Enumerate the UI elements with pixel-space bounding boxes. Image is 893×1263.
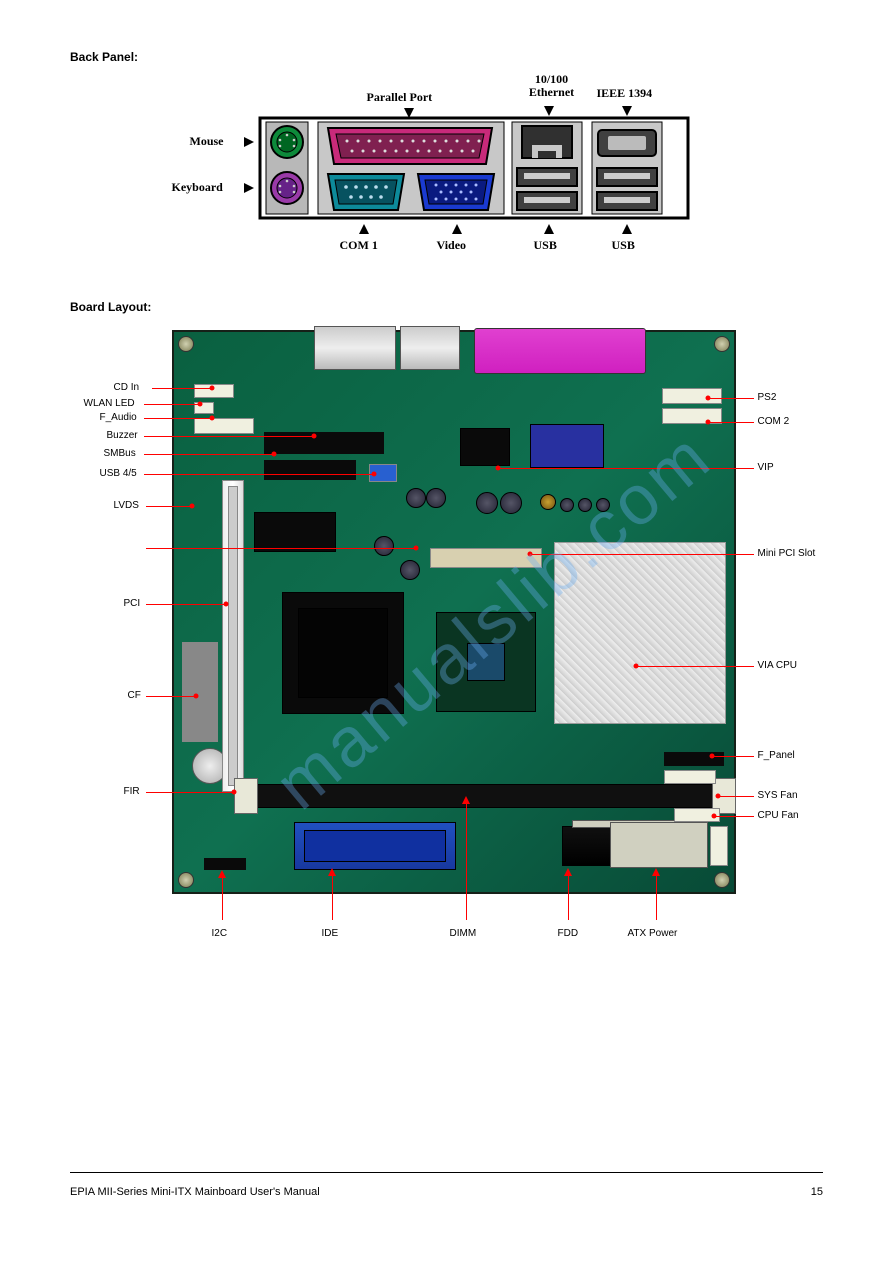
backpanel-label-usb2: USB [612, 238, 635, 253]
label-pci: PCI [124, 598, 141, 609]
backpanel-label-video: Video [437, 238, 467, 253]
label-buzzer: Buzzer [107, 430, 138, 441]
label-ide: IDE [322, 928, 339, 939]
label-fpanel: F_Panel [758, 750, 795, 761]
motherboard-diagram: CD In WLAN LED F_Audio Buzzer SMBus USB … [72, 320, 822, 960]
label-fir: FIR [124, 786, 140, 797]
backpanel-label-ieee1394: IEEE 1394 [597, 86, 653, 101]
label-f-audio: F_Audio [100, 412, 137, 423]
label-ps2: PS2 [758, 392, 777, 403]
label-i2c: I2C [212, 928, 228, 939]
label-cf: CF [128, 690, 141, 701]
backpanel-label-com1: COM 1 [340, 238, 378, 253]
label-smbus: SMBus [104, 448, 136, 459]
label-via-cpu: VIA CPU [758, 660, 797, 671]
backpanel-diagram: Mouse Keyboard Parallel Port 10/100Ether… [172, 70, 722, 270]
section-heading-layout: Board Layout: [70, 300, 823, 314]
label-fdd: FDD [558, 928, 579, 939]
label-wlan-led: WLAN LED [84, 398, 135, 409]
label-atx: ATX Power [628, 928, 678, 939]
backpanel-label-mouse: Mouse [190, 134, 224, 149]
footer-divider [70, 1172, 823, 1173]
label-minipci: Mini PCI Slot [758, 548, 816, 559]
label-dimm: DIMM [450, 928, 477, 939]
backpanel-label-parallel: Parallel Port [367, 90, 433, 105]
backpanel-label-usb1: USB [534, 238, 557, 253]
backpanel-label-keyboard: Keyboard [172, 180, 223, 195]
label-sysfan: SYS Fan [758, 790, 798, 801]
motherboard-pcb [172, 330, 736, 894]
footer-title: EPIA MII-Series Mini-ITX Mainboard User'… [70, 1186, 320, 1198]
label-lvds: LVDS [114, 500, 139, 511]
label-cpufan: CPU Fan [758, 810, 799, 821]
label-cd-in: CD In [114, 382, 140, 393]
footer-page-number: 15 [811, 1186, 823, 1198]
section-heading-backpanel: Back Panel: [70, 50, 823, 64]
label-vip: VIP [758, 462, 774, 473]
label-com2: COM 2 [758, 416, 790, 427]
label-usb45: USB 4/5 [100, 468, 137, 479]
backpanel-label-ethernet: 10/100Ethernet [522, 73, 582, 99]
